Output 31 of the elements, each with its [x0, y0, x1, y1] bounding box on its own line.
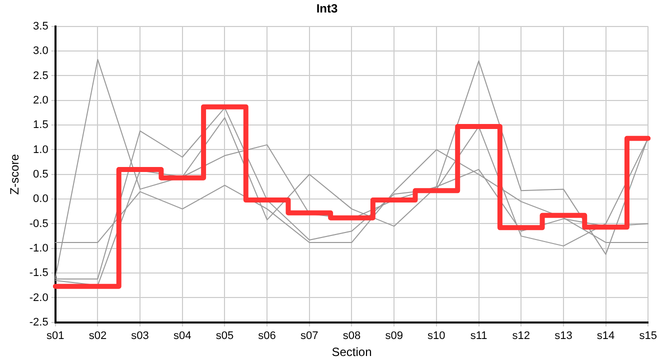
x-tick-label: s06 [258, 330, 276, 342]
y-axis-title: Z-score [8, 154, 22, 195]
y-tick-label: 1.5 [33, 119, 48, 132]
x-axis-title: Section [332, 345, 372, 360]
y-tick-label: -2.5 [29, 316, 48, 328]
y-tick-label: -0.5 [29, 218, 48, 230]
x-tick-label: s08 [342, 330, 361, 342]
x-tick-label: s09 [385, 330, 403, 342]
x-tick-label: s03 [131, 330, 149, 342]
x-tick-label: s12 [512, 330, 530, 342]
y-tick-label: 3.5 [33, 20, 48, 32]
chart-title: Int3 [316, 2, 338, 16]
y-tick-label: 0.5 [33, 168, 48, 180]
y-tick-label: 2.5 [33, 70, 48, 82]
y-tick-label: 0.0 [33, 193, 48, 206]
x-tick-label: s07 [300, 330, 318, 342]
y-tick-label: 2.0 [33, 94, 48, 106]
y-tick-label: -1.0 [29, 242, 48, 254]
x-tick-label: s11 [470, 330, 488, 342]
y-tick-label: 3.0 [33, 45, 48, 58]
x-tick-label: s10 [428, 330, 446, 342]
x-tick-label: s01 [46, 330, 64, 342]
y-tick-label: -1.5 [29, 267, 48, 280]
x-tick-label: s13 [554, 330, 572, 342]
x-tick-label: s15 [639, 330, 658, 342]
x-tick-label: s02 [88, 330, 107, 342]
y-tick-label: 1.0 [33, 144, 48, 156]
y-tick-label: -2.0 [29, 292, 48, 304]
x-tick-label: s14 [596, 330, 615, 342]
x-tick-label: s04 [174, 330, 192, 342]
x-tick-label: s05 [216, 330, 234, 342]
